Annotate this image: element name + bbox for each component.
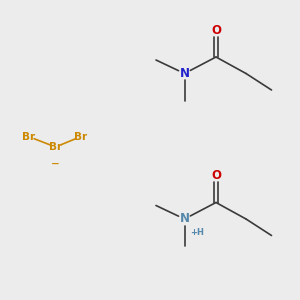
- Text: O: O: [211, 23, 221, 37]
- Text: N: N: [179, 212, 190, 226]
- Text: N: N: [179, 67, 190, 80]
- Text: O: O: [211, 169, 221, 182]
- Text: Br: Br: [49, 142, 62, 152]
- Text: −: −: [51, 158, 60, 169]
- Text: Br: Br: [22, 131, 35, 142]
- Text: +H: +H: [190, 228, 204, 237]
- Text: Br: Br: [74, 131, 88, 142]
